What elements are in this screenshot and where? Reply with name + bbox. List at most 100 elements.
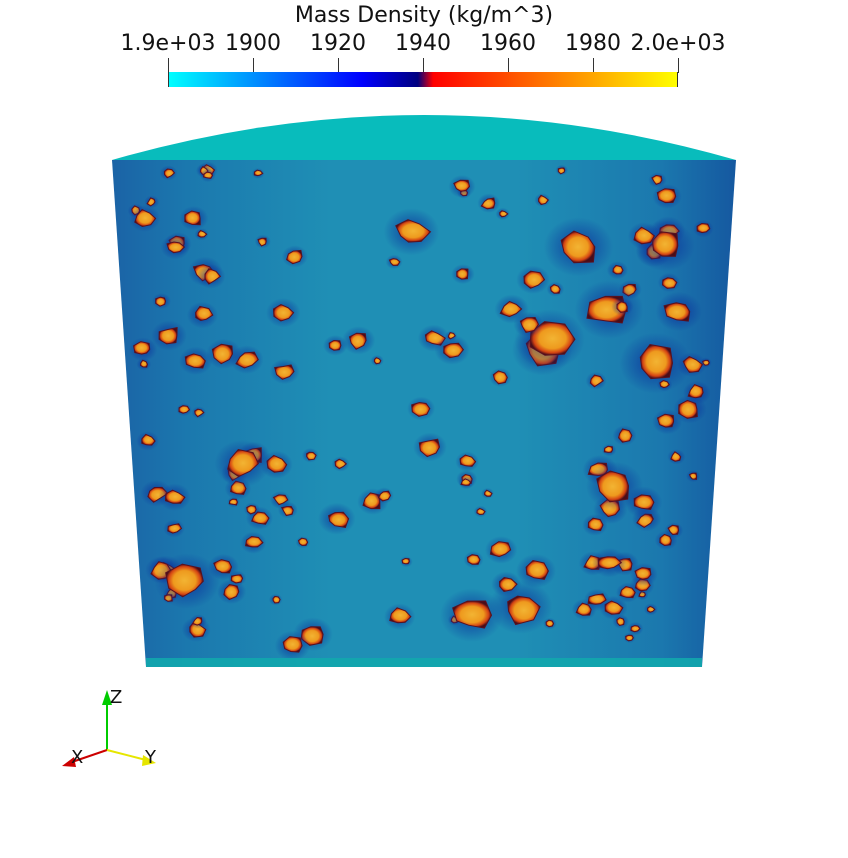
- z-axis-label: Z: [110, 687, 123, 708]
- orientation-axes-widget: [62, 690, 156, 767]
- inclusion-blob: [227, 448, 260, 478]
- inclusion-blob: [377, 490, 392, 502]
- inclusion-blob: [334, 458, 348, 470]
- inclusion-blob: [272, 494, 289, 506]
- cylinder-top-surface: [112, 115, 736, 160]
- colorbar-tick-label: 1940: [395, 31, 451, 56]
- inclusion-blob: [538, 194, 550, 206]
- inclusion-blob: [166, 241, 186, 254]
- inclusion-blob: [663, 302, 691, 322]
- inclusion-blob: [560, 230, 596, 264]
- inclusion-blob: [476, 507, 486, 516]
- inclusion-blob: [133, 341, 151, 355]
- inclusion-blob: [418, 438, 441, 458]
- inclusion-blob: [587, 593, 607, 605]
- inclusion-blob: [146, 197, 156, 207]
- inclusion-blob: [213, 559, 233, 574]
- inclusion-blob: [456, 268, 469, 280]
- inclusion-blob: [525, 559, 549, 580]
- inclusion-blob: [661, 277, 678, 289]
- inclusion-blob: [134, 208, 157, 228]
- colorbar-tick-label: 1900: [225, 31, 281, 56]
- inclusion-blob: [634, 567, 652, 580]
- inclusion-blob: [646, 605, 656, 613]
- inclusion-blob: [202, 171, 214, 179]
- inclusion-blob: [519, 316, 540, 333]
- inclusion-blob: [447, 332, 456, 340]
- inclusion-blob: [388, 258, 401, 266]
- inclusion-blob: [616, 617, 625, 627]
- colorbar-tick-label: 1920: [310, 31, 366, 56]
- colorbar-tick-label: 1980: [565, 31, 621, 56]
- colorbar-tick-mark: [677, 58, 679, 73]
- inclusion-blob: [328, 339, 342, 351]
- colorbar-tick-mark: [507, 58, 509, 73]
- inclusion-blob: [282, 636, 303, 653]
- inclusion-blob: [165, 563, 204, 598]
- inclusion-blob: [274, 364, 295, 380]
- inclusion-blob: [483, 489, 493, 497]
- cylinder-bottom-edge: [146, 658, 702, 667]
- inclusion-blob: [306, 451, 317, 461]
- inclusion-blob: [246, 504, 257, 515]
- x-axis-line: [71, 749, 108, 763]
- inclusion-blob: [167, 523, 183, 534]
- x-axis-label: X: [71, 747, 84, 768]
- inclusion-blob: [633, 226, 656, 245]
- inclusion-blob: [619, 585, 636, 599]
- inclusion-blob: [466, 554, 481, 565]
- inclusion-blob: [687, 383, 704, 399]
- colorbar-tick-mark: [592, 58, 594, 73]
- colorbar-tick-mark: [167, 58, 169, 73]
- inclusion-blob: [630, 625, 641, 633]
- inclusion-blob: [297, 537, 309, 546]
- inclusion-blob: [395, 219, 432, 243]
- inclusion-blob: [480, 197, 496, 210]
- inclusion-blob: [651, 174, 663, 186]
- inclusion-blob: [245, 535, 264, 548]
- inclusion-blob: [603, 445, 614, 453]
- inclusion-blob: [328, 511, 350, 528]
- z-axis-arrow-icon: [102, 690, 112, 705]
- inclusion-blob: [253, 169, 264, 177]
- y-axis-arrow-icon: [142, 755, 156, 766]
- inclusion-blob: [443, 342, 465, 359]
- inclusion-blob: [498, 577, 518, 592]
- inclusion-blob: [499, 210, 509, 218]
- inclusion-blob: [589, 374, 604, 388]
- y-axis-label: Y: [145, 747, 156, 768]
- inclusion-blob: [158, 326, 178, 345]
- colorbar-tick-mark: [252, 58, 254, 73]
- inclusion-blob: [257, 237, 267, 247]
- inclusion-blob: [164, 489, 186, 504]
- inclusion-blob: [545, 619, 555, 628]
- inclusion-blob: [557, 167, 566, 175]
- inclusion-field: [127, 161, 714, 661]
- inclusion-blob: [596, 470, 630, 503]
- colorbar-title: Mass Density (kg/m^3): [294, 3, 554, 28]
- inclusion-blob: [597, 556, 623, 570]
- inclusion-blob: [228, 498, 238, 506]
- inclusion-blob: [612, 264, 624, 275]
- inclusion-blob: [670, 451, 682, 462]
- colorbar-gradient: [168, 72, 678, 87]
- inclusion-blob: [348, 332, 367, 350]
- inclusion-blob: [523, 270, 546, 289]
- inclusion-blob: [194, 408, 205, 418]
- inclusion-blob: [141, 433, 156, 446]
- inclusion-blob: [492, 370, 508, 385]
- inclusion-blob: [389, 607, 412, 624]
- colorbar-tick-mark: [422, 58, 424, 73]
- inclusion-blob: [184, 210, 201, 226]
- inclusion-blob: [656, 413, 675, 428]
- inclusion-blob: [280, 505, 294, 517]
- inclusion-blob: [401, 557, 410, 565]
- colorbar-tick-label: 1960: [480, 31, 536, 56]
- inclusion-blob: [499, 300, 523, 318]
- inclusion-blob: [549, 284, 561, 294]
- colorbar-tick-mark: [337, 58, 339, 73]
- colorbar-tick-label: 2.0e+03: [630, 31, 726, 56]
- inclusion-blob: [507, 595, 541, 626]
- x-axis-arrow-icon: [62, 757, 76, 767]
